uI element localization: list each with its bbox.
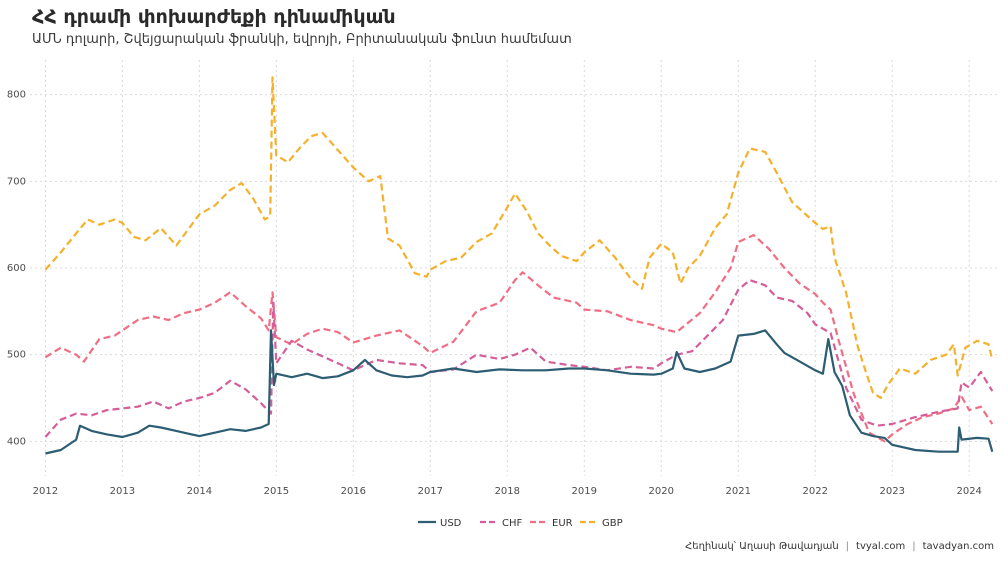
y-tick-label: 700 bbox=[7, 176, 26, 187]
caption-author: Հեղինակ՝ Աղասի Թավադյան bbox=[685, 541, 839, 552]
x-tick-label: 2013 bbox=[110, 486, 135, 497]
x-tick-label: 2012 bbox=[33, 486, 58, 497]
caption: Հեղինակ՝ Աղասի Թավադյան | tvyal.com | tavady… bbox=[685, 541, 994, 552]
x-tick-label: 2022 bbox=[803, 486, 828, 497]
x-tick-label: 2020 bbox=[649, 486, 674, 497]
x-tick-label: 2018 bbox=[495, 486, 520, 497]
caption-separator: | bbox=[845, 541, 850, 552]
chart-subtitle: ԱՄՆ դոլարի, Շվեյցարական ֆրանկի, եվրոյի, … bbox=[32, 32, 572, 47]
caption-site-tvyal: tvyal.com bbox=[856, 541, 906, 552]
x-tick-label: 2024 bbox=[956, 486, 981, 497]
series-line-usd bbox=[45, 329, 994, 455]
x-tick-label: 2021 bbox=[726, 486, 751, 497]
x-tick-label: 2023 bbox=[879, 486, 904, 497]
x-tick-label: 2019 bbox=[572, 486, 597, 497]
legend-label-gbp: GBP bbox=[602, 518, 623, 529]
caption-site-tavadyan: tavadyan.com bbox=[922, 541, 994, 552]
y-tick-label: 600 bbox=[7, 263, 26, 274]
caption-separator: | bbox=[912, 541, 916, 552]
legend-label-eur: EUR bbox=[552, 518, 573, 529]
series-line-gbp bbox=[44, 76, 994, 400]
legend-label-chf: CHF bbox=[502, 518, 523, 529]
x-tick-label: 2014 bbox=[187, 486, 212, 497]
y-tick-label: 500 bbox=[7, 350, 26, 361]
x-tick-label: 2016 bbox=[341, 486, 366, 497]
series-line-eur bbox=[44, 234, 994, 443]
y-tick-label: 400 bbox=[7, 436, 26, 447]
x-tick-label: 2017 bbox=[418, 486, 443, 497]
x-tick-label: 2015 bbox=[264, 486, 289, 497]
chart-title: ՀՀ դրամի փոխարժեքի դինամիկան bbox=[32, 6, 396, 28]
series-line-chf bbox=[44, 279, 994, 438]
y-tick-label: 800 bbox=[7, 90, 26, 101]
legend-label-usd: USD bbox=[440, 518, 462, 529]
